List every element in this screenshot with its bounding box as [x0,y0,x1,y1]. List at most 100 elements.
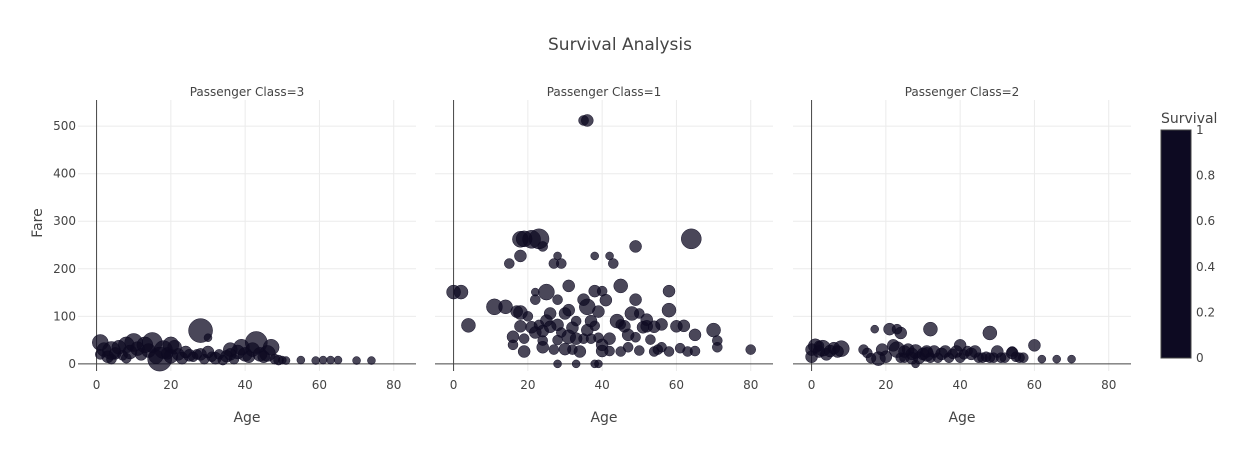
data-point [712,341,723,353]
data-point [608,258,619,269]
x-tick-label: 20 [163,378,178,392]
facet-title: Passenger Class=3 [190,85,305,99]
data-point [296,355,306,365]
colorbar: Survival 0 0.2 0.4 0.6 0.8 1 [1160,111,1217,365]
data-point [514,249,527,263]
data-point [203,333,213,342]
facet-panel-3: Passenger Class=2 0 20 40 60 80 Age [793,85,1131,426]
x-tick-label: 80 [743,378,758,392]
data-point [634,345,645,356]
facet-title: Passenger Class=2 [905,85,1020,99]
data-point [562,279,575,293]
colorbar-tick-label: 0.8 [1196,169,1215,183]
data-point [453,284,469,300]
data-point [603,332,616,345]
data-point [870,324,879,334]
x-axis-label: Age [948,410,975,426]
data-point [333,355,343,365]
data-point [982,325,998,341]
y-tick-label: 200 [53,262,76,276]
data-point [556,258,567,269]
data-point [562,303,575,317]
colorbar-title: Survival [1161,111,1217,127]
data-point [262,338,280,356]
points-group [805,321,1076,369]
x-tick-label: 60 [669,378,684,392]
data-point [630,331,641,343]
data-point [1052,354,1061,364]
y-tick-label: 400 [53,167,76,181]
data-point [581,114,594,127]
points-group [446,114,756,369]
data-point [1028,339,1041,352]
facet-panel-1: Passenger Class=3 0 20 40 60 80 0 100 200 300 400 5… [53,85,416,426]
data-point [677,319,691,333]
colorbar-tick-label: 1 [1196,123,1204,137]
x-tick-label: 60 [312,378,327,392]
data-point [538,283,555,301]
data-point [595,344,609,358]
data-point [613,278,628,294]
data-point [592,305,605,318]
data-point [518,333,530,344]
data-point [498,299,513,315]
data-point [645,334,656,345]
data-point [589,320,600,332]
colorbar-gradient [1160,129,1192,359]
data-point [688,328,702,342]
data-point [571,359,581,369]
data-point [655,318,668,331]
y-tick-label: 100 [53,309,76,323]
x-tick-label: 40 [238,378,253,392]
data-point [923,321,938,337]
data-point [513,305,528,320]
data-point [281,356,291,365]
data-point [573,345,587,358]
data-point [517,345,531,358]
data-point [367,356,376,365]
x-tick-label: 40 [595,378,610,392]
facet-panel-2: Passenger Class=1 0 20 40 60 80 Age [435,85,773,426]
data-point [548,344,560,355]
facet-panels: Passenger Class=30 20 40 60 8001002003004005… [53,85,1131,426]
y-tick-label: 300 [53,214,76,228]
data-point [461,318,476,333]
data-point [318,355,328,365]
data-point [629,240,642,253]
x-tick-label: 60 [1027,378,1042,392]
data-point [537,241,548,252]
data-point [514,320,527,333]
data-point [919,347,934,362]
data-point [506,330,520,344]
data-point [663,346,675,357]
data-point [536,340,549,354]
x-tick-label: 80 [1101,378,1116,392]
x-axis-label: Age [590,410,617,426]
data-point [681,228,702,250]
data-point [640,313,653,326]
y-axis-label: Fare [30,208,46,237]
points-group [92,318,376,372]
data-point [352,356,361,365]
data-point [552,294,563,305]
x-tick-label: 40 [953,378,968,392]
x-axis-label: Age [233,410,260,426]
facet-title: Passenger Class=1 [547,85,662,99]
x-tick-label: 0 [93,378,101,392]
data-point [1018,352,1029,363]
data-point [121,352,132,364]
y-tick-label: 500 [53,119,76,133]
data-point [894,326,907,340]
x-tick-label: 80 [386,378,401,392]
data-point [661,302,677,318]
y-tick-label: 0 [68,357,76,371]
data-point [618,320,631,333]
x-tick-label: 0 [450,378,458,392]
data-point [590,251,599,261]
data-point [813,340,825,352]
data-point [599,293,613,307]
data-point [745,344,756,355]
data-point [622,341,634,353]
colorbar-tick-label: 0 [1196,351,1204,365]
